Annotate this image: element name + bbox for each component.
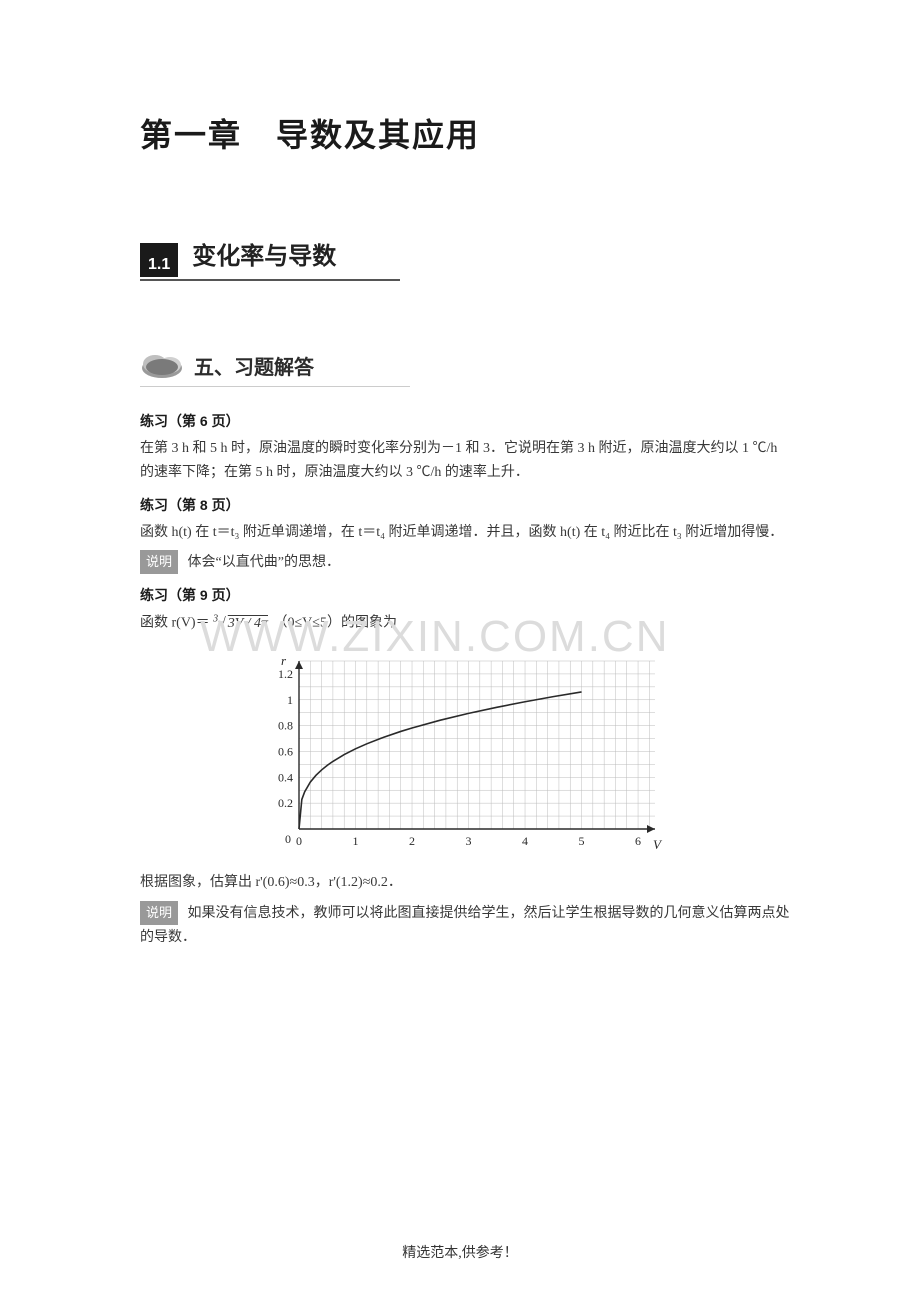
section-header: 1.1 变化率与导数: [140, 236, 400, 281]
svg-text:1.2: 1.2: [278, 667, 293, 681]
cloud-icon: [140, 352, 184, 380]
section-number: 1.1: [140, 243, 178, 277]
note-text-2: 如果没有信息技术，教师可以将此图直接提供给学生，然后让学生根据导数的几何意义估算…: [140, 906, 790, 945]
svg-text:0.2: 0.2: [278, 796, 293, 810]
svg-text:r: r: [281, 653, 287, 668]
svg-text:0.8: 0.8: [278, 719, 293, 733]
practice-2-label: 练习（第 8 页）: [140, 495, 790, 515]
practice-3-note: 说明 如果没有信息技术，教师可以将此图直接提供给学生，然后让学生根据导数的几何意…: [140, 901, 790, 950]
formula-suffix: （0≤V≤5）的图象为: [274, 616, 397, 631]
page-footer: 精选范本,供参考！: [0, 1242, 920, 1262]
svg-text:1: 1: [353, 834, 359, 848]
practice-2-note: 说明 体会“以直代曲”的思想．: [140, 550, 790, 575]
svg-text:5: 5: [579, 834, 585, 848]
svg-text:V: V: [653, 837, 663, 852]
practice-3-formula: 函数 r(V)＝ 3√3V / 4π （0≤V≤5）的图象为: [140, 611, 790, 635]
svg-text:1: 1: [287, 693, 293, 707]
function-chart: 0 1 2 3 4 5 6 0.2 0.4 0.6 0.8 1 1.2 0 Vr: [255, 647, 675, 857]
formula-radical: 3√3V / 4π: [213, 616, 273, 631]
practice-1-text: 在第 3 h 和 5 h 时，原油温度的瞬时变化率分别为－1 和 3．它说明在第…: [140, 437, 790, 485]
page: 第一章 导数及其应用 1.1 变化率与导数 五、习题解答 练习（第 6 页） 在…: [0, 0, 920, 1302]
svg-text:0.4: 0.4: [278, 771, 293, 785]
practice-3-after: 根据图象，估算出 r'(0.6)≈0.3，r'(1.2)≈0.2．: [140, 871, 790, 895]
svg-text:6: 6: [635, 834, 641, 848]
practice-2-text: 函数 h(t) 在 t＝t₃ 附近单调递增，在 t＝t₄ 附近单调递增．并且，函…: [140, 521, 790, 545]
subsection-title: 五、习题解答: [194, 351, 314, 380]
svg-text:0: 0: [296, 834, 302, 848]
chapter-title: 第一章 导数及其应用: [140, 110, 790, 156]
note-badge-2: 说明: [140, 901, 178, 925]
formula-prefix: 函数 r(V)＝: [140, 616, 210, 631]
svg-text:0.6: 0.6: [278, 745, 293, 759]
note-text: 体会“以直代曲”的思想．: [188, 555, 340, 570]
subsection-header: 五、习题解答: [140, 351, 410, 387]
chart-container: 0 1 2 3 4 5 6 0.2 0.4 0.6 0.8 1 1.2 0 Vr: [140, 647, 790, 857]
note-badge: 说明: [140, 550, 178, 574]
section-title: 变化率与导数: [192, 236, 336, 277]
svg-text:2: 2: [409, 834, 415, 848]
practice-3-label: 练习（第 9 页）: [140, 585, 790, 605]
svg-text:4: 4: [522, 834, 528, 848]
practice-1-label: 练习（第 6 页）: [140, 411, 790, 431]
svg-text:3: 3: [466, 834, 472, 848]
svg-text:0: 0: [285, 832, 291, 846]
